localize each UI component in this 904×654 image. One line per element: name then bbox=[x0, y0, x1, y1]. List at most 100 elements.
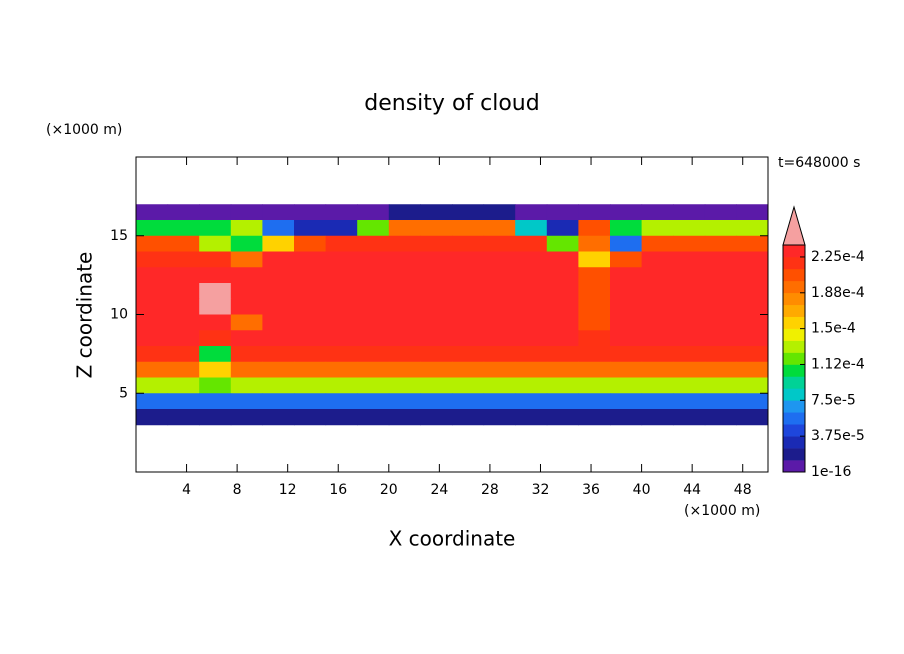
cell bbox=[578, 220, 611, 237]
cell bbox=[199, 283, 232, 300]
cell bbox=[294, 267, 327, 284]
cell bbox=[704, 361, 737, 378]
cell bbox=[136, 314, 169, 331]
colorbar-tick-label: 1e-16 bbox=[811, 464, 851, 480]
cell bbox=[357, 393, 390, 410]
cell bbox=[736, 298, 769, 315]
cell bbox=[641, 235, 674, 252]
cell bbox=[136, 330, 169, 347]
cell bbox=[578, 393, 611, 410]
x-tick-label: 20 bbox=[380, 482, 398, 498]
cell bbox=[230, 393, 263, 410]
cell bbox=[515, 204, 548, 221]
colorbar-band bbox=[783, 268, 805, 282]
cell bbox=[294, 251, 327, 268]
cell bbox=[483, 346, 516, 363]
cell bbox=[483, 314, 516, 331]
cell bbox=[136, 377, 169, 394]
cell bbox=[736, 220, 769, 237]
cell bbox=[388, 346, 421, 363]
x-tick-label: 40 bbox=[633, 482, 651, 498]
cell bbox=[704, 251, 737, 268]
cell bbox=[357, 346, 390, 363]
cell bbox=[294, 361, 327, 378]
cell bbox=[230, 377, 263, 394]
cell bbox=[357, 409, 390, 426]
cell bbox=[388, 283, 421, 300]
cell bbox=[294, 409, 327, 426]
cell bbox=[388, 330, 421, 347]
cell bbox=[199, 393, 232, 410]
cell bbox=[673, 314, 706, 331]
cell bbox=[673, 377, 706, 394]
cell bbox=[704, 267, 737, 284]
cell bbox=[704, 204, 737, 221]
cell bbox=[578, 377, 611, 394]
cell bbox=[420, 346, 453, 363]
colorbar-band bbox=[783, 304, 805, 317]
cell bbox=[736, 314, 769, 331]
cell bbox=[136, 409, 169, 426]
cell bbox=[673, 409, 706, 426]
cell bbox=[578, 330, 611, 347]
cell bbox=[262, 204, 295, 221]
cell bbox=[230, 298, 263, 315]
cell bbox=[294, 330, 327, 347]
y-tick-label: 15 bbox=[110, 228, 128, 244]
cell bbox=[262, 314, 295, 331]
cell bbox=[294, 314, 327, 331]
x-tick-label: 32 bbox=[532, 482, 550, 498]
cell bbox=[325, 314, 358, 331]
cell bbox=[673, 267, 706, 284]
cell bbox=[673, 393, 706, 410]
cell bbox=[546, 330, 579, 347]
cell bbox=[357, 361, 390, 378]
colorbar-band bbox=[783, 412, 805, 425]
cell bbox=[736, 251, 769, 268]
cell bbox=[262, 251, 295, 268]
cell bbox=[483, 330, 516, 347]
colorbar-band bbox=[783, 388, 805, 401]
cell bbox=[136, 393, 169, 410]
cell bbox=[420, 409, 453, 426]
cell bbox=[294, 393, 327, 410]
y-tick-label: 10 bbox=[110, 307, 128, 323]
cell bbox=[230, 220, 263, 237]
cell bbox=[420, 235, 453, 252]
cell bbox=[546, 298, 579, 315]
cell bbox=[230, 204, 263, 221]
cell bbox=[357, 283, 390, 300]
cell bbox=[704, 409, 737, 426]
cell bbox=[388, 314, 421, 331]
cell bbox=[388, 298, 421, 315]
cell bbox=[515, 235, 548, 252]
cell bbox=[294, 346, 327, 363]
cell bbox=[388, 393, 421, 410]
cell bbox=[578, 204, 611, 221]
cell bbox=[167, 267, 200, 284]
chart-title: density of cloud bbox=[364, 91, 539, 116]
cell bbox=[610, 283, 643, 300]
cell bbox=[452, 204, 485, 221]
cell bbox=[578, 298, 611, 315]
cell bbox=[199, 409, 232, 426]
cell bbox=[515, 314, 548, 331]
cell bbox=[199, 377, 232, 394]
cell bbox=[546, 235, 579, 252]
cell bbox=[325, 235, 358, 252]
colorbar-tick-label: 1.88e-4 bbox=[811, 285, 865, 301]
cell bbox=[578, 361, 611, 378]
y-axis-title: Z coordinate bbox=[73, 252, 97, 379]
cell bbox=[136, 267, 169, 284]
cell bbox=[388, 204, 421, 221]
time-label: t=648000 s bbox=[778, 155, 860, 171]
cell bbox=[136, 220, 169, 237]
cell bbox=[704, 330, 737, 347]
cell bbox=[136, 251, 169, 268]
cell bbox=[420, 204, 453, 221]
cell bbox=[325, 267, 358, 284]
colorbar-band bbox=[783, 376, 805, 389]
cell bbox=[325, 251, 358, 268]
cell bbox=[199, 346, 232, 363]
